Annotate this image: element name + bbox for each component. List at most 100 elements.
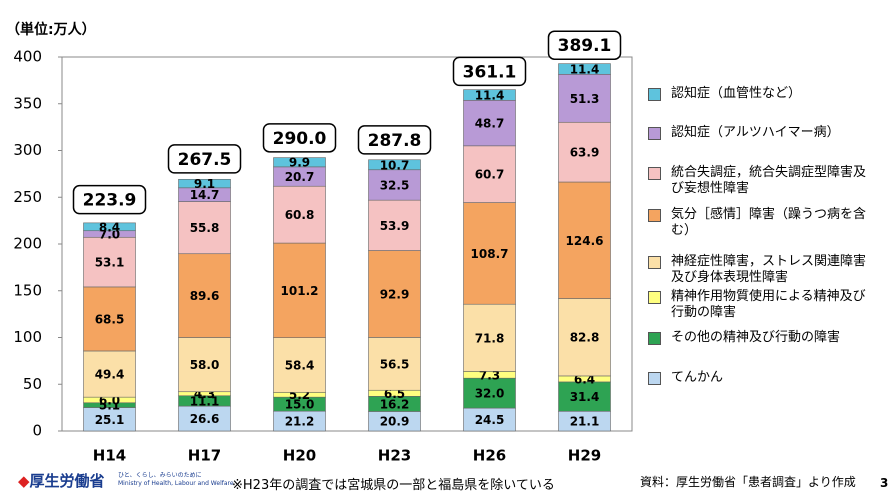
total-box	[72, 184, 147, 215]
x-tick-label: H29	[568, 447, 601, 465]
y-tick-label: 250	[13, 188, 42, 206]
legend-swatch	[648, 88, 661, 101]
segment-label: 60.8	[285, 208, 315, 222]
legend-swatch	[648, 291, 661, 304]
segment-label: 20.7	[285, 170, 315, 184]
segment-label: 82.8	[570, 331, 600, 345]
segment-label: 21.1	[570, 415, 600, 429]
legend-item: てんかん	[648, 370, 876, 386]
segment-label: 31.4	[570, 390, 600, 404]
total-label: 290.0	[273, 129, 327, 149]
y-tick-label: 100	[13, 328, 42, 346]
bar-segment	[273, 185, 326, 244]
bar-segment	[368, 159, 421, 171]
bar-segment	[463, 99, 516, 147]
segment-label: 11.4	[570, 62, 600, 76]
segment-label: 15.0	[285, 398, 315, 412]
segment-label: 32.5	[380, 178, 410, 192]
y-tick-label: 400	[13, 48, 42, 66]
logo: ◆厚生労働省	[18, 470, 105, 491]
legend-label: てんかん	[671, 370, 724, 385]
bar-segment	[463, 303, 516, 372]
total-box	[262, 123, 337, 153]
segment-label: 11.1	[190, 394, 220, 408]
segment-label: 55.8	[190, 221, 220, 235]
total-label: 223.9	[83, 191, 137, 211]
total-box	[167, 144, 242, 174]
segment-label: 89.6	[190, 289, 220, 303]
segment-label: 14.7	[190, 188, 220, 202]
bar-segment	[463, 377, 516, 409]
legend-label: その他の精神及び行動の障害	[671, 330, 841, 345]
note: ※H23年の調査では宮城県の一部と福島県を除いている	[232, 478, 555, 493]
bar-segment	[178, 178, 231, 189]
bar-segment	[273, 157, 326, 168]
segment-label: 71.8	[475, 331, 505, 345]
bar-segment	[558, 298, 611, 377]
legend-swatch	[648, 209, 661, 222]
segment-label: 63.9	[570, 146, 600, 160]
logo-tagline: ひと、くらし、みらいのために	[118, 472, 202, 479]
x-tick-label: H20	[283, 447, 316, 465]
plot-frame	[61, 56, 633, 432]
bar-segment	[368, 250, 421, 338]
bar-segment	[558, 63, 611, 75]
legend-label: 神経症性障害，ストレス関連障害及び身体表現性障害	[671, 254, 867, 285]
total-label: 287.8	[368, 131, 422, 151]
legend-item: 統合失調症，統合失調症型障害及び妄想性障害	[648, 165, 876, 197]
segment-label: 48.7	[475, 117, 505, 131]
segment-label: 58.4	[285, 358, 315, 372]
bar-segment	[83, 286, 136, 352]
legend-item: 認知症（血管性など）	[648, 86, 876, 102]
segment-label: 7.3	[479, 368, 500, 382]
total-box	[547, 30, 622, 60]
legend-swatch	[648, 332, 661, 345]
bar-segment	[558, 381, 611, 412]
x-tick-label: H23	[378, 447, 411, 465]
bar-segment	[273, 242, 326, 338]
segment-label: 92.9	[380, 287, 410, 301]
y-tick-label: 200	[13, 235, 42, 253]
total-label: 267.5	[178, 150, 232, 170]
segment-label: 16.2	[380, 397, 410, 411]
x-tick-label: H14	[93, 447, 126, 465]
logo-text: 厚生労働省	[29, 472, 105, 490]
source: 資料：厚生労働省「患者調査」より作成	[640, 475, 856, 489]
total-label: 389.1	[558, 36, 612, 56]
segment-label: 53.9	[380, 219, 410, 233]
bar-segment	[273, 337, 326, 393]
bar-segment	[368, 199, 421, 251]
logo-sub: ひと、くらし、みらいのために Ministry of Health, Labou…	[118, 472, 234, 488]
legend-swatch	[648, 256, 661, 269]
bar-segment	[178, 253, 231, 338]
segment-label: 9.9	[289, 156, 310, 170]
bar-segment	[558, 73, 611, 123]
legend-label: 認知症（血管性など）	[671, 86, 802, 101]
logo-english: Ministry of Health, Labour and Welfare	[118, 480, 234, 487]
segment-label: 56.5	[380, 357, 410, 371]
segment-label: 9.1	[194, 177, 215, 191]
y-tick-label: 50	[23, 375, 42, 393]
segment-label: 10.7	[380, 158, 410, 172]
bar-segment	[558, 121, 611, 183]
total-box	[357, 125, 432, 155]
segment-label: 51.3	[570, 92, 600, 106]
x-tick-label: H17	[188, 447, 221, 465]
segment-label: 20.9	[380, 415, 410, 429]
bar-segment	[83, 236, 136, 288]
segment-label: 26.6	[190, 412, 220, 426]
segment-label: 49.4	[95, 368, 125, 382]
segment-label: 108.7	[471, 247, 509, 261]
unit-label: （単位:万人）	[6, 21, 96, 38]
y-tick-label: 0	[32, 422, 42, 440]
segment-label: 21.2	[285, 415, 315, 429]
legend-swatch	[648, 127, 661, 140]
segment-label: 8.4	[99, 220, 120, 234]
segment-label: 101.2	[281, 284, 319, 298]
bar-segment	[558, 181, 611, 299]
legend-label: 精神作用物質使用による精神及び行動の障害	[671, 289, 866, 320]
segment-label: 24.5	[475, 413, 505, 427]
legend-swatch	[648, 167, 661, 180]
bar-segment	[178, 201, 231, 255]
